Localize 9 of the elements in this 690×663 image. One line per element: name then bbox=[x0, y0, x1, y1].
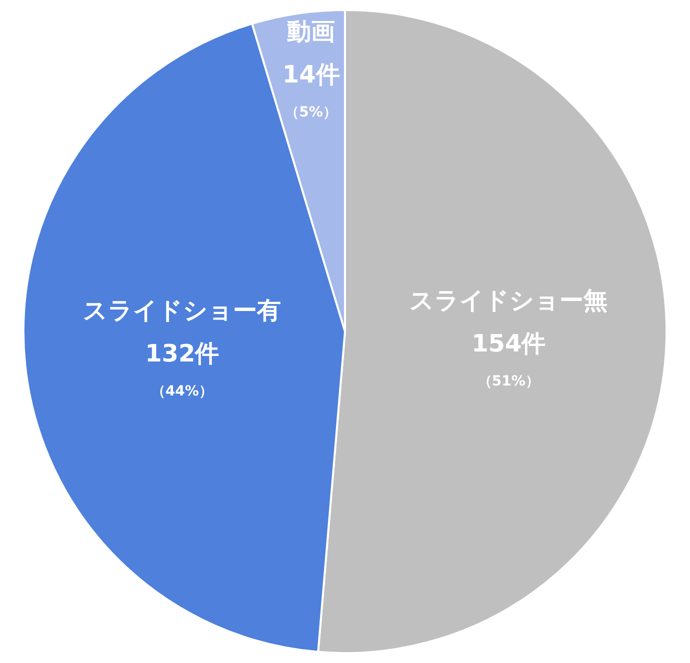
data-label: 154件 bbox=[472, 329, 546, 358]
slice-label: スライドショー有 bbox=[83, 296, 282, 325]
text: （44%） bbox=[151, 384, 213, 400]
data-label: 14件 bbox=[282, 60, 340, 88]
slice-label: スライドショー無 bbox=[410, 286, 608, 314]
text: （51%） bbox=[478, 373, 540, 390]
text: （5%） bbox=[285, 104, 337, 120]
data-label: 132件 bbox=[145, 340, 220, 368]
slice-label: 動画 bbox=[286, 17, 336, 46]
